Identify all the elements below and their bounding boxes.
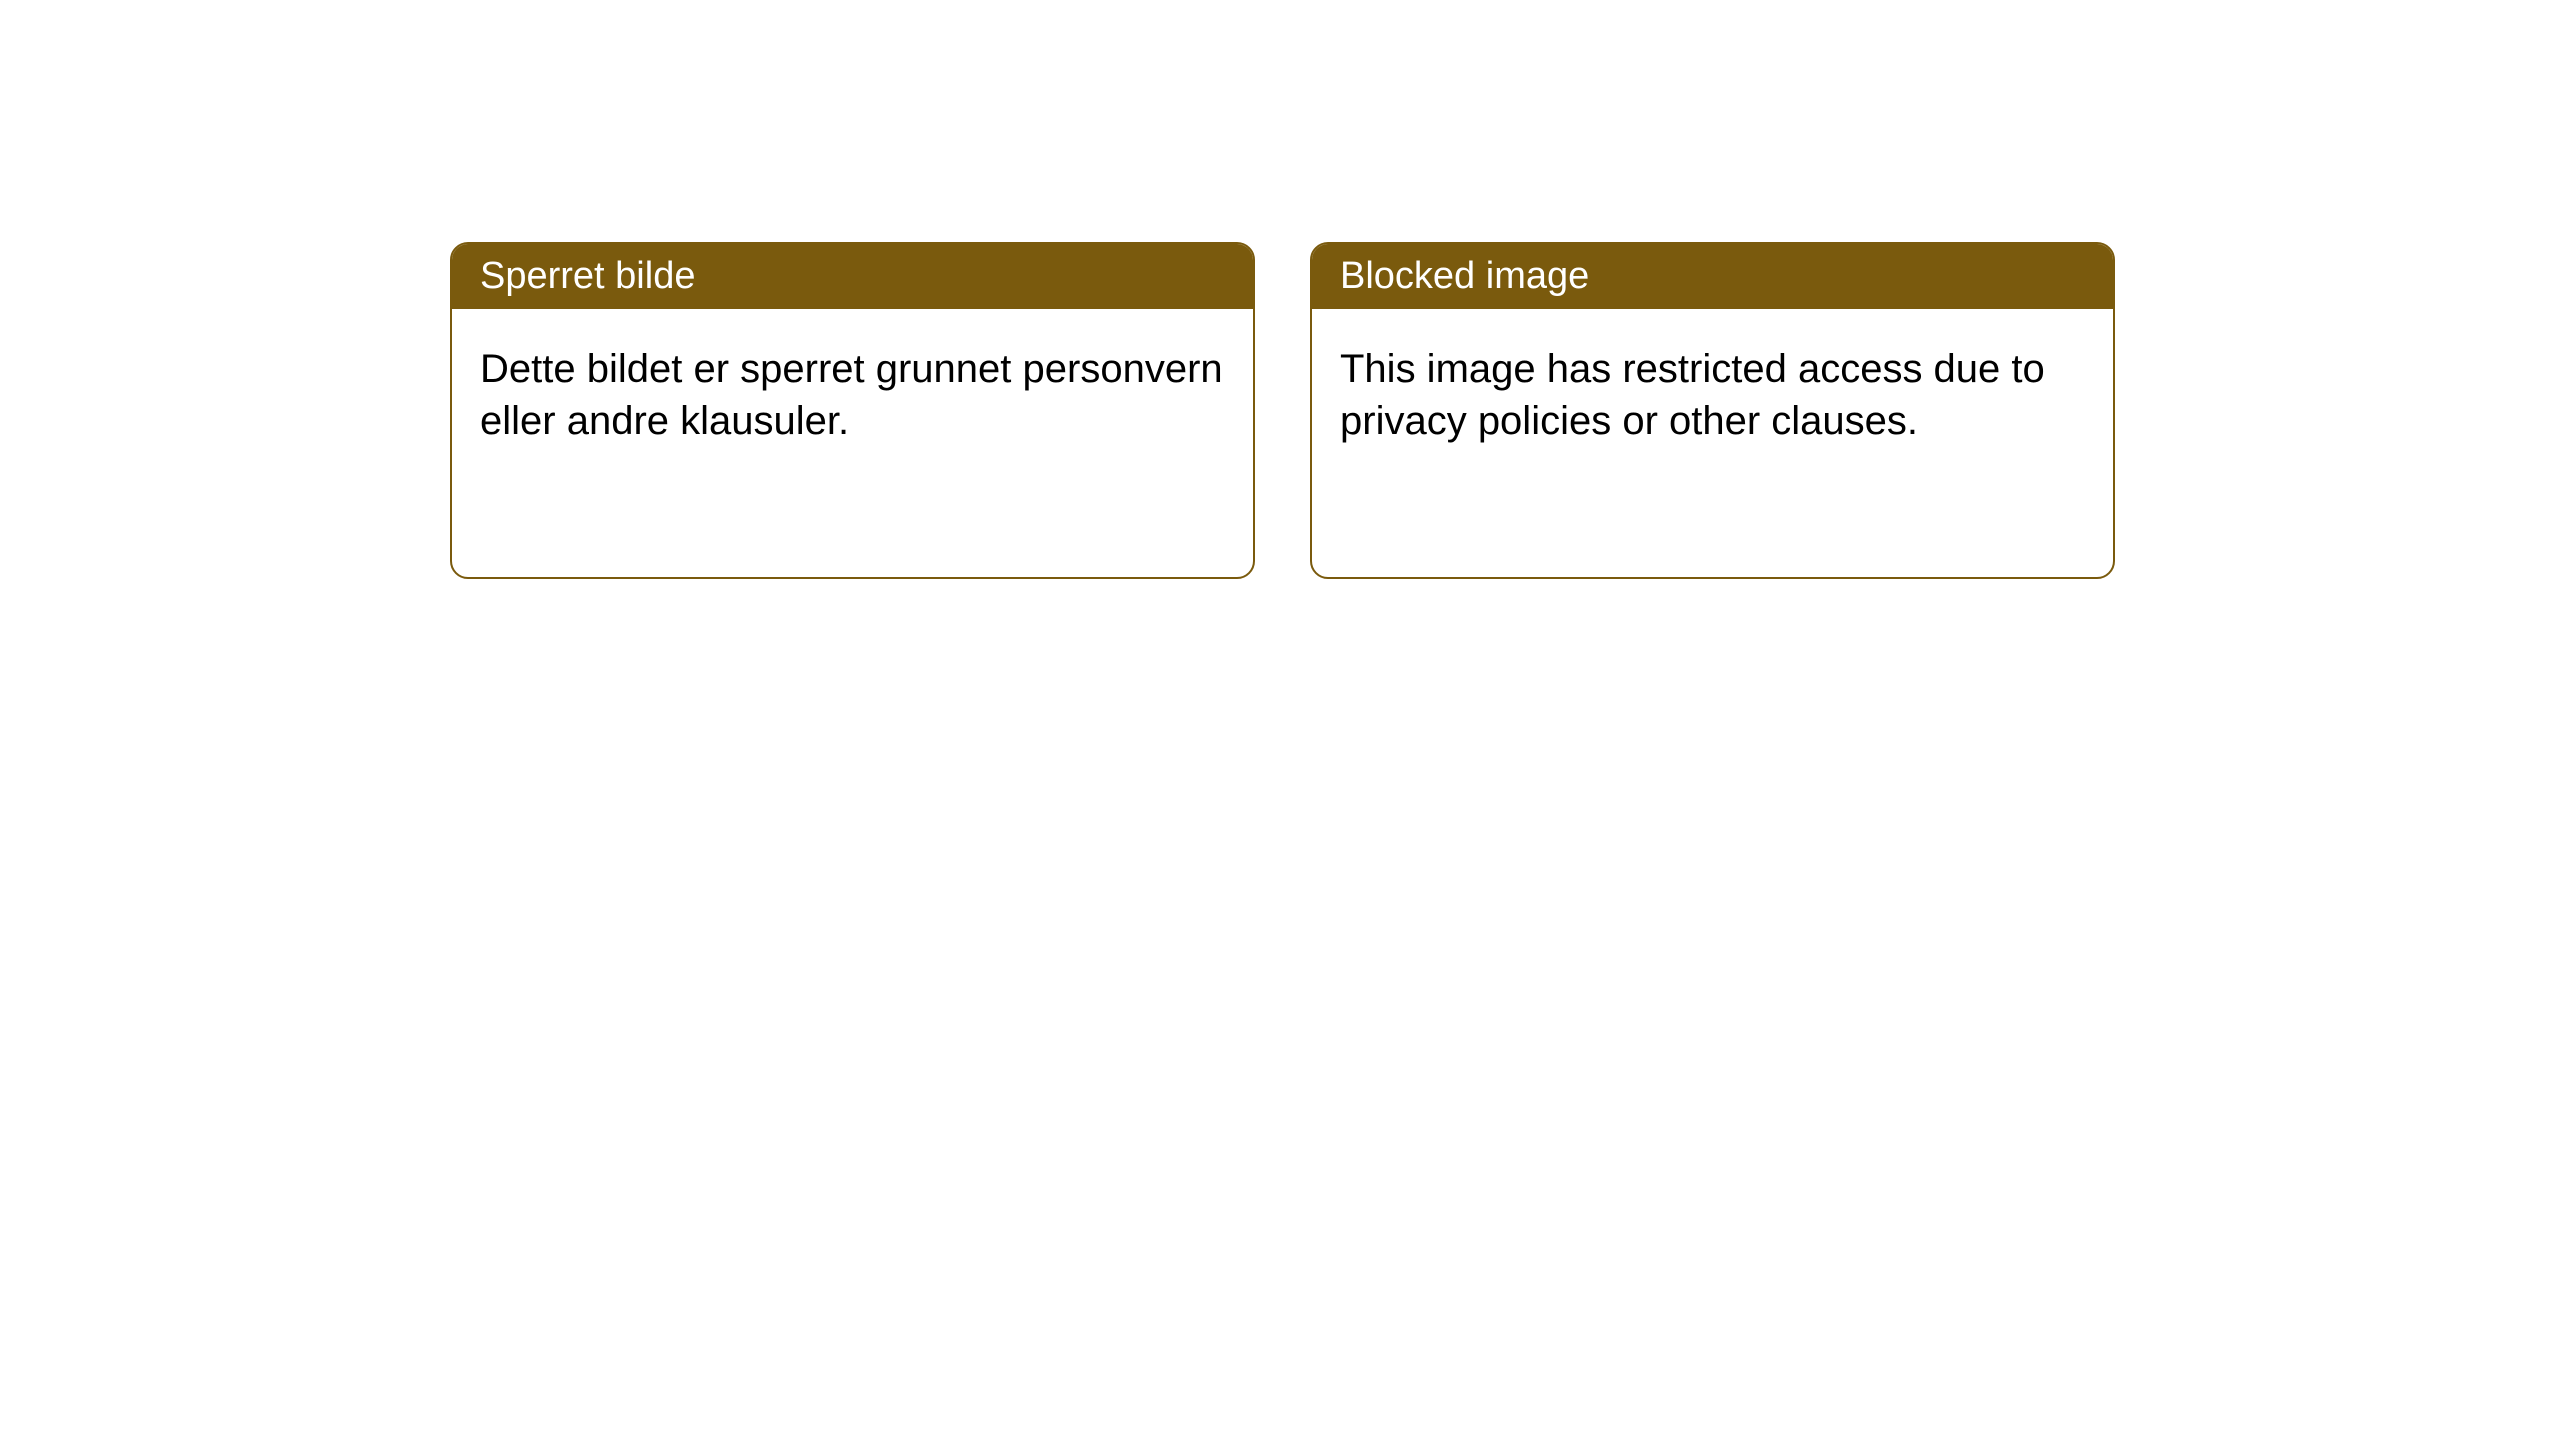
notice-body-english: This image has restricted access due to … (1312, 309, 2113, 481)
notice-title-english: Blocked image (1312, 244, 2113, 309)
notice-container: Sperret bilde Dette bildet er sperret gr… (450, 242, 2115, 579)
notice-body-norwegian: Dette bildet er sperret grunnet personve… (452, 309, 1253, 481)
notice-card-english: Blocked image This image has restricted … (1310, 242, 2115, 579)
notice-title-norwegian: Sperret bilde (452, 244, 1253, 309)
notice-card-norwegian: Sperret bilde Dette bildet er sperret gr… (450, 242, 1255, 579)
